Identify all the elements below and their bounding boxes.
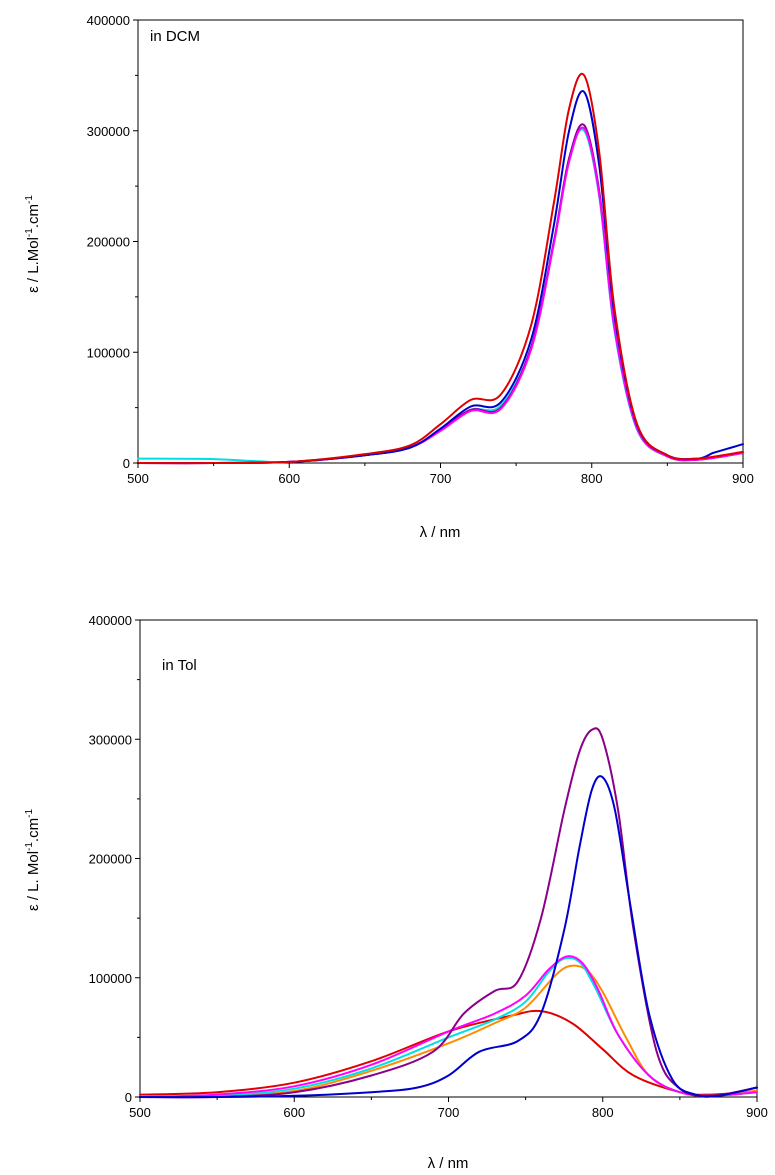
series-line-1: [137, 123, 744, 465]
y-tick-label: 400000: [87, 13, 130, 28]
y-tick-label: 100000: [87, 345, 130, 360]
chart-panel-dcm: 500 600 700 800 900 0 100000 200000 300000 400000…: [24, 13, 754, 541]
x-tick-label: 700: [430, 471, 452, 486]
y-axis-title: ε / L. Mol-1.cm-1: [24, 809, 42, 911]
chart-panel-tol: 500 600 700 800 900 0 100000 200000 300000 400000…: [24, 613, 768, 1172]
x-tick-label: 800: [592, 1105, 614, 1120]
y-axis-title-part: ε / L.Mol: [25, 237, 42, 293]
y-tick-label: 300000: [87, 124, 130, 139]
series-layer: [139, 727, 758, 1099]
tick-layer: 500 600 700 800 900 0 100000 200000 300000 400000: [87, 13, 754, 486]
y-axis-title: ε / L.Mol-1.cm-1: [24, 195, 42, 293]
y-axis-title-part: ε / L. Mol: [25, 851, 42, 911]
plot-frame: [137, 19, 744, 464]
y-tick-label: 300000: [89, 732, 132, 747]
plot-frame: [139, 619, 758, 1098]
series-layer: [137, 72, 744, 465]
x-tick-label: 500: [127, 471, 149, 486]
x-tick-label: 900: [746, 1105, 768, 1120]
tick-layer: 500 600 700 800 900 0 100000 200000 300000 400000: [89, 613, 768, 1120]
series-line-2: [137, 126, 744, 465]
y-tick-label: 0: [123, 456, 130, 471]
series-line-4: [139, 727, 758, 1099]
y-tick-label: 200000: [87, 235, 130, 250]
x-tick-label: 600: [278, 471, 300, 486]
y-tick-label: 0: [125, 1090, 132, 1105]
series-line-5: [139, 775, 758, 1099]
y-axis-title-part: .cm: [25, 204, 42, 228]
y-axis-title-sup: -1: [24, 809, 35, 818]
y-axis-title-sup: -1: [24, 195, 35, 204]
series-line-4: [137, 72, 744, 465]
panel-annotation: in Tol: [162, 657, 197, 674]
x-tick-label: 500: [129, 1105, 151, 1120]
panel-annotation: in DCM: [150, 28, 200, 45]
series-line-3: [137, 90, 744, 465]
x-tick-label: 900: [732, 471, 754, 486]
series-line-0: [137, 128, 744, 464]
y-tick-label: 400000: [89, 613, 132, 628]
x-tick-label: 800: [581, 471, 603, 486]
x-tick-label: 700: [438, 1105, 460, 1120]
x-tick-label: 600: [283, 1105, 305, 1120]
y-tick-label: 100000: [89, 971, 132, 986]
x-axis-title: λ / nm: [428, 1155, 469, 1172]
y-axis-title-part: .cm: [25, 818, 42, 842]
y-tick-label: 200000: [89, 852, 132, 867]
series-line-3: [139, 955, 758, 1098]
y-axis-title-sup: -1: [24, 228, 35, 237]
series-line-0: [139, 1009, 758, 1096]
y-axis-title-sup: -1: [24, 842, 35, 851]
x-axis-title: λ / nm: [420, 524, 461, 541]
